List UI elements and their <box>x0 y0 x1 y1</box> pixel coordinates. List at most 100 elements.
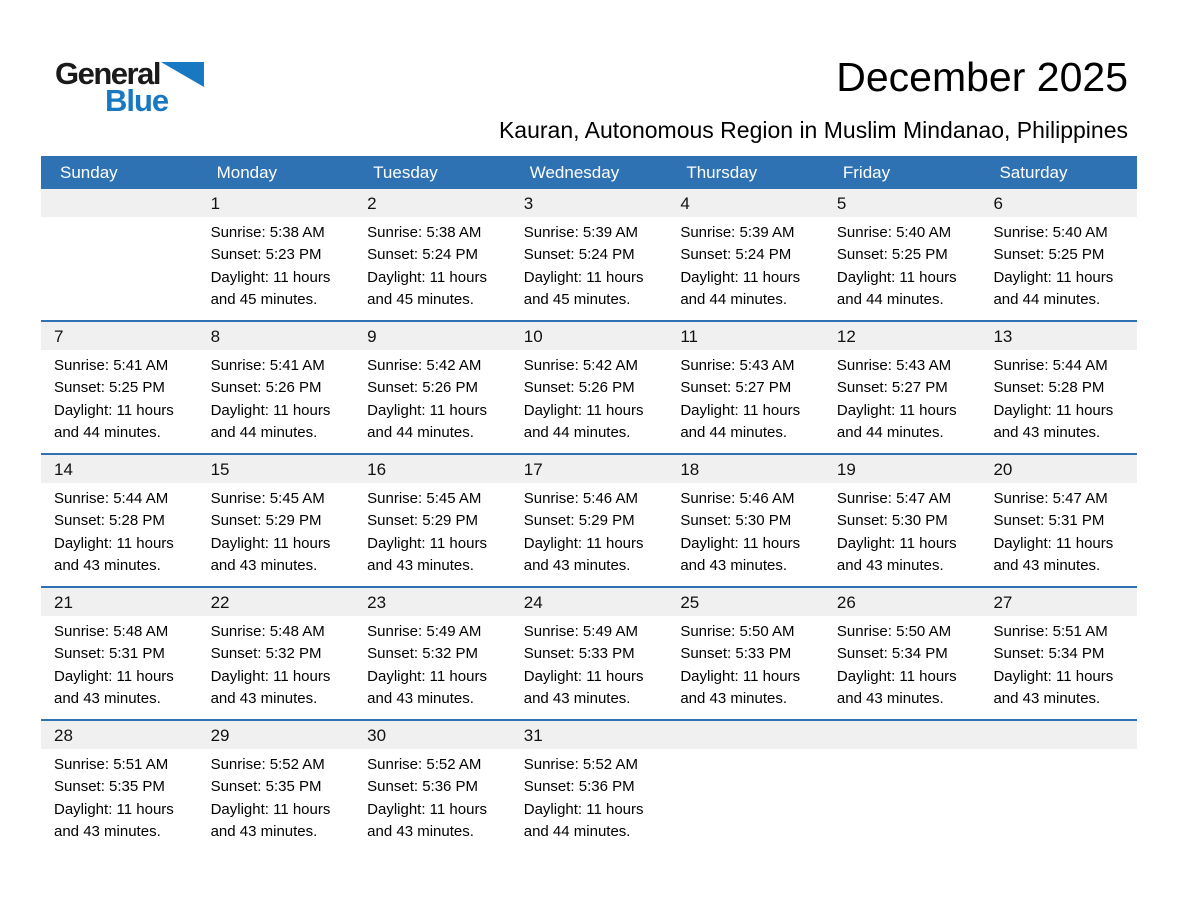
day-number: 31 <box>523 726 543 745</box>
day-detail-line: Daylight: 11 hours <box>54 401 174 419</box>
day-number: 20 <box>993 460 1013 479</box>
weekday-label: Friday <box>842 163 891 182</box>
day-detail-line: and 44 minutes. <box>54 424 161 442</box>
day-detail-line: Sunrise: 5:39 AM <box>680 224 795 241</box>
day-detail-line: Daylight: 11 hours <box>680 534 801 552</box>
calendar-table: Sunday Monday Tuesday Wednesday Thursday Frid… <box>41 156 1137 852</box>
day-details: Sunrise: 5:41 AM Sunset: 5:26 PM Daylight:… <box>211 355 349 445</box>
day-detail-line: and 44 minutes. <box>523 424 631 442</box>
day-detail-line: Sunrise: 5:47 AM <box>836 490 952 507</box>
day-detail-line: Daylight: 11 hours <box>836 534 957 552</box>
day-number: 25 <box>680 593 700 612</box>
weekday-label: Sunday <box>60 163 118 182</box>
day-detail-line: Sunrise: 5:45 AM <box>367 490 482 507</box>
day-detail-line: Sunset: 5:36 PM <box>523 778 635 796</box>
day-detail-line: and 43 minutes. <box>523 690 631 708</box>
day-number-band <box>41 189 1137 217</box>
day-detail-line: and 44 minutes. <box>210 424 318 442</box>
day-details: Sunrise: 5:47 AM Sunset: 5:31 PM Daylight:… <box>993 488 1131 578</box>
weekday-header-cell: Monday <box>198 156 355 189</box>
day-detail-line: and 44 minutes. <box>523 823 631 841</box>
day-details: Sunrise: 5:44 AM Sunset: 5:28 PM Daylight:… <box>54 488 192 578</box>
day-detail-line: Sunset: 5:27 PM <box>836 379 948 397</box>
day-details: Sunrise: 5:43 AM Sunset: 5:27 PM Daylight:… <box>680 355 818 445</box>
day-detail-line: Sunrise: 5:42 AM <box>367 357 482 374</box>
day-detail-line: Sunset: 5:30 PM <box>680 512 792 530</box>
day-details: Sunrise: 5:46 AM Sunset: 5:29 PM Daylight:… <box>524 488 662 578</box>
day-details: Sunrise: 5:39 AM Sunset: 5:24 PM Daylight:… <box>524 222 662 312</box>
day-cell: 25 Sunrise: 5:50 AM Sunset: 5:33 PM Dayligh… <box>667 588 824 719</box>
day-cell: 13 Sunrise: 5:44 AM Sunset: 5:28 PM Dayligh… <box>980 322 1137 453</box>
day-detail-line: Daylight: 11 hours <box>367 268 487 286</box>
day-detail-line: Sunset: 5:25 PM <box>54 379 165 397</box>
day-cell: 4 Sunrise: 5:39 AM Sunset: 5:24 PM Daylight… <box>667 189 824 320</box>
day-detail-line: and 43 minutes. <box>993 690 1101 708</box>
day-cell: 29 Sunrise: 5:52 AM Sunset: 5:35 PM Dayligh… <box>198 721 355 852</box>
day-detail-line: Daylight: 11 hours <box>836 268 957 286</box>
day-number: 12 <box>836 327 856 346</box>
day-detail-line: and 43 minutes. <box>54 557 161 575</box>
day-detail-line: and 43 minutes. <box>54 823 161 841</box>
day-detail-line: Daylight: 11 hours <box>367 401 487 419</box>
day-details: Sunrise: 5:38 AM Sunset: 5:23 PM Daylight:… <box>211 222 349 312</box>
day-cell: 18 Sunrise: 5:46 AM Sunset: 5:30 PM Dayligh… <box>667 455 824 586</box>
day-cell: 10 Sunrise: 5:42 AM Sunset: 5:26 PM Dayligh… <box>511 322 668 453</box>
day-number-band <box>41 721 1137 749</box>
day-detail-line: Sunrise: 5:41 AM <box>54 357 169 374</box>
day-number: 8 <box>210 327 221 346</box>
day-detail-line: Daylight: 11 hours <box>523 534 644 552</box>
weekday-label: Monday <box>216 163 278 182</box>
day-number: 14 <box>54 460 73 479</box>
day-cell: 12 Sunrise: 5:43 AM Sunset: 5:27 PM Dayligh… <box>824 322 981 453</box>
logo-top-row: General <box>55 58 204 90</box>
day-detail-line: Sunrise: 5:43 AM <box>836 357 952 374</box>
day-number: 26 <box>836 593 856 612</box>
day-cell: 17 Sunrise: 5:46 AM Sunset: 5:29 PM Dayligh… <box>511 455 668 586</box>
day-details: Sunrise: 5:49 AM Sunset: 5:33 PM Daylight:… <box>524 621 662 711</box>
day-cell: 14 Sunrise: 5:44 AM Sunset: 5:28 PM Dayligh… <box>41 455 198 586</box>
day-detail-line: Sunrise: 5:44 AM <box>993 357 1108 374</box>
day-detail-line: Daylight: 11 hours <box>210 534 331 552</box>
day-detail-line: Daylight: 11 hours <box>367 667 487 685</box>
day-detail-line: Sunset: 5:24 PM <box>523 246 635 264</box>
day-number: 7 <box>54 327 64 346</box>
day-number: 24 <box>523 593 543 612</box>
day-detail-line: and 44 minutes. <box>993 291 1101 309</box>
week-row: 21 Sunrise: 5:48 AM Sunset: 5:31 PM Dayligh… <box>41 586 1137 719</box>
day-detail-line: Daylight: 11 hours <box>523 667 644 685</box>
day-cell: 23 Sunrise: 5:49 AM Sunset: 5:32 PM Dayligh… <box>354 588 511 719</box>
day-details: Sunrise: 5:51 AM Sunset: 5:35 PM Daylight:… <box>54 754 192 844</box>
empty-day-cell <box>824 721 981 852</box>
empty-day-cell <box>41 189 198 320</box>
day-detail-line: and 43 minutes. <box>210 690 318 708</box>
day-detail-line: Sunset: 5:27 PM <box>680 379 792 397</box>
week-row: 7 Sunrise: 5:41 AM Sunset: 5:25 PM Daylight… <box>41 320 1137 453</box>
day-details: Sunrise: 5:47 AM Sunset: 5:30 PM Daylight:… <box>837 488 975 578</box>
day-detail-line: and 45 minutes. <box>523 291 631 309</box>
day-detail-line: Sunrise: 5:51 AM <box>54 756 169 773</box>
day-detail-line: and 44 minutes. <box>367 424 474 442</box>
day-cell: 20 Sunrise: 5:47 AM Sunset: 5:31 PM Dayligh… <box>980 455 1137 586</box>
day-detail-line: Sunset: 5:26 PM <box>367 379 479 397</box>
day-number: 16 <box>367 460 387 479</box>
day-detail-line: Sunset: 5:32 PM <box>367 645 479 663</box>
day-details: Sunrise: 5:44 AM Sunset: 5:28 PM Daylight:… <box>993 355 1131 445</box>
day-detail-line: Sunset: 5:35 PM <box>54 778 165 796</box>
day-number: 6 <box>993 194 1003 213</box>
day-detail-line: Daylight: 11 hours <box>836 401 957 419</box>
day-detail-line: Sunset: 5:25 PM <box>836 246 948 264</box>
week-row: 1 Sunrise: 5:38 AM Sunset: 5:23 PM Daylight… <box>41 189 1137 320</box>
day-detail-line: Sunrise: 5:42 AM <box>523 357 638 374</box>
day-detail-line: Daylight: 11 hours <box>210 268 331 286</box>
day-cell: 9 Sunrise: 5:42 AM Sunset: 5:26 PM Daylight… <box>354 322 511 453</box>
weekday-label: Wednesday <box>529 163 620 182</box>
day-detail-line: Sunset: 5:26 PM <box>523 379 635 397</box>
day-detail-line: Daylight: 11 hours <box>993 401 1114 419</box>
day-number: 11 <box>680 327 698 346</box>
day-detail-line: Daylight: 11 hours <box>993 534 1114 552</box>
day-details: Sunrise: 5:38 AM Sunset: 5:24 PM Daylight:… <box>367 222 505 312</box>
day-details: Sunrise: 5:42 AM Sunset: 5:26 PM Daylight:… <box>367 355 505 445</box>
day-number: 4 <box>680 194 690 213</box>
day-cell: 31 Sunrise: 5:52 AM Sunset: 5:36 PM Dayligh… <box>511 721 668 852</box>
day-detail-line: Sunset: 5:34 PM <box>836 645 948 663</box>
